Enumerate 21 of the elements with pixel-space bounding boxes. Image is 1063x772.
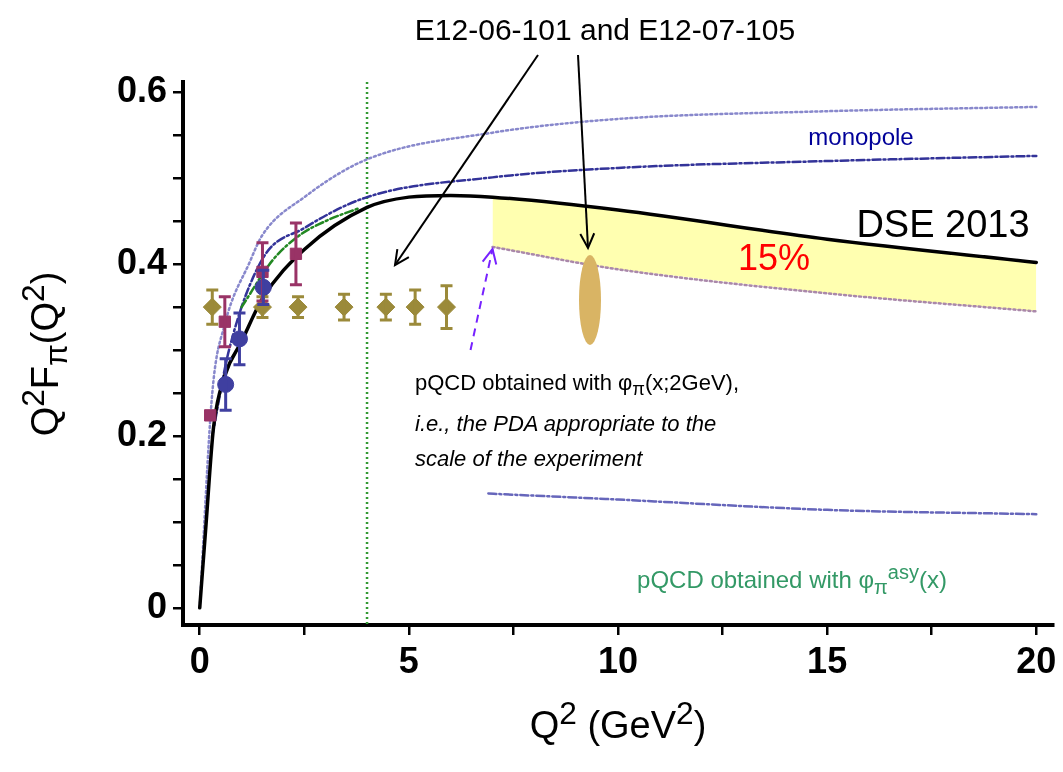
line-series xyxy=(240,207,360,309)
x-tick-label: 5 xyxy=(398,639,419,681)
x-tick-label: 20 xyxy=(1016,639,1057,681)
annotation: pQCD obtained with φ$_{π}$(x;2GeV), i.e., the PDA appropriate to the scale of the experiment xyxy=(415,369,740,474)
x-axis-title: Q$^{2}$ (GeV$^{2}$) xyxy=(529,695,707,747)
y-tick-label: 0.6 xyxy=(116,69,167,111)
annotation: monopole xyxy=(808,122,914,152)
annotation: 15% xyxy=(737,235,811,280)
y-tick-label: 0.2 xyxy=(116,412,167,454)
x-tick-label: 10 xyxy=(597,639,639,681)
x-tick-label: 15 xyxy=(807,639,848,681)
annotation: pQCD obtained with φ$_{π}$$^{asy}$(x) xyxy=(637,560,947,600)
line-series xyxy=(197,193,1039,610)
y-tick-label: 0 xyxy=(146,584,167,626)
annotation: DSE 2013 xyxy=(856,202,1030,248)
text: E12-06-101 and E12-07-105 xyxy=(414,12,796,49)
line-series xyxy=(491,245,1038,313)
x-tick-label: 0 xyxy=(189,639,210,681)
point xyxy=(204,409,217,422)
y-tick-label: 0.4 xyxy=(116,241,167,283)
line-series xyxy=(487,492,1038,516)
